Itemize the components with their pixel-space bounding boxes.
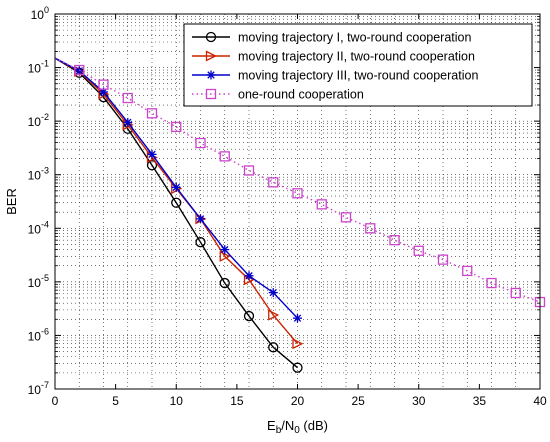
legend-label: moving trajectory II, two-round cooperat…	[238, 50, 475, 64]
marker-asterisk	[220, 245, 230, 255]
series-line	[54, 57, 298, 369]
marker-asterisk	[196, 214, 205, 224]
marker-stroke	[269, 288, 277, 297]
marker-circle	[268, 342, 279, 353]
marker-square	[413, 245, 424, 256]
y-tick-label: 10-4	[28, 219, 49, 236]
marker-circle	[195, 237, 206, 248]
legend-box	[183, 23, 533, 107]
legend-label: one-round cooperation	[238, 88, 364, 102]
marker-asterisk	[268, 288, 278, 298]
marker-asterisk	[244, 271, 254, 281]
marker-square	[243, 165, 255, 176]
marker-square	[510, 287, 521, 299]
marker-stroke	[124, 118, 132, 127]
marker-square	[171, 121, 182, 133]
y-tick-label: 10-1	[28, 59, 49, 76]
legend: moving trajectory I, two-round cooperati…	[183, 23, 533, 107]
x-tick-label: 25	[351, 394, 365, 408]
marker-stroke	[99, 88, 108, 96]
axis-ticks	[54, 13, 541, 390]
series-layer	[54, 57, 546, 373]
x-tick-label: 40	[533, 394, 547, 408]
x-tick-label: 30	[412, 394, 426, 408]
x-axis-label-main: E	[267, 418, 276, 433]
y-tick-label: 10-5	[28, 273, 49, 290]
y-axis-label: BER	[4, 188, 19, 215]
y-tick-label: 10-2	[28, 112, 49, 129]
marker-square	[74, 64, 85, 76]
grid-lines	[55, 14, 540, 389]
series-3	[54, 57, 302, 323]
marker-stroke	[221, 245, 229, 254]
marker-square	[268, 177, 279, 188]
x-axis-label-unit: (dB)	[300, 418, 328, 433]
marker-square	[486, 277, 497, 289]
marker-square	[219, 151, 230, 162]
marker-triangle	[292, 338, 304, 350]
marker-stroke	[207, 71, 215, 79]
marker-circle	[243, 310, 255, 322]
marker-square	[437, 254, 449, 265]
marker-asterisk	[293, 313, 302, 323]
marker-circle	[205, 31, 217, 43]
marker-stroke	[293, 314, 302, 322]
x-axis-label-slash: /N	[281, 418, 294, 433]
x-tick-label: 15	[230, 394, 244, 408]
marker-square	[292, 188, 303, 199]
marker-asterisk	[123, 117, 133, 127]
marker-stroke	[148, 150, 156, 159]
marker-circle	[292, 362, 303, 373]
marker-square	[340, 212, 352, 223]
marker-asterisk	[206, 70, 216, 80]
marker-square	[98, 79, 109, 90]
marker-triangle	[205, 50, 217, 62]
marker-circle	[219, 277, 230, 289]
x-tick-label: 10	[170, 394, 184, 408]
marker-stroke	[245, 272, 253, 280]
marker-triangle	[268, 309, 280, 321]
tick-labels: 0 5 10 15 20 25 30 35 40 100 10-1 10-2 10-3 10-4 10-5 1…	[28, 5, 547, 408]
y-tick-label: 100	[31, 5, 49, 22]
x-tick-label: 35	[473, 394, 487, 408]
marker-asterisk	[171, 182, 181, 192]
marker-stroke	[196, 215, 205, 223]
marker-square	[205, 88, 217, 100]
marker-asterisk	[147, 149, 157, 159]
y-tick-label: 10-7	[28, 380, 49, 397]
marker-square	[316, 199, 327, 210]
marker-square	[195, 137, 206, 149]
marker-stroke	[172, 183, 180, 192]
series-1	[54, 57, 303, 373]
marker-square	[389, 235, 400, 246]
marker-square	[365, 223, 376, 234]
legend-label: moving trajectory III, two-round coopera…	[238, 69, 478, 83]
legend-entry-3: moving trajectory III, two-round coopera…	[192, 69, 478, 83]
legend-entry-4: one-round cooperation	[192, 88, 364, 102]
legend-entry-2: moving trajectory II, two-round cooperat…	[192, 50, 475, 64]
x-axis-label-sub2: 0	[294, 425, 300, 436]
y-tick-label: 10-6	[28, 326, 49, 343]
series-line	[54, 57, 541, 303]
marker-square	[462, 265, 473, 277]
legend-entry-1: moving trajectory I, two-round cooperati…	[192, 31, 471, 45]
x-tick-label: 0	[52, 394, 59, 408]
x-tick-label: 5	[112, 394, 119, 408]
x-axis-label: Eb/N0 (dB)	[267, 418, 328, 436]
marker-circle	[146, 160, 158, 171]
x-axis-label-sub1: b	[276, 425, 282, 436]
marker-square	[122, 92, 133, 104]
marker-circle	[171, 197, 182, 208]
y-tick-label: 10-3	[28, 166, 49, 183]
marker-square	[146, 108, 158, 119]
x-tick-label: 20	[291, 394, 305, 408]
legend-label: moving trajectory I, two-round cooperati…	[238, 31, 471, 45]
